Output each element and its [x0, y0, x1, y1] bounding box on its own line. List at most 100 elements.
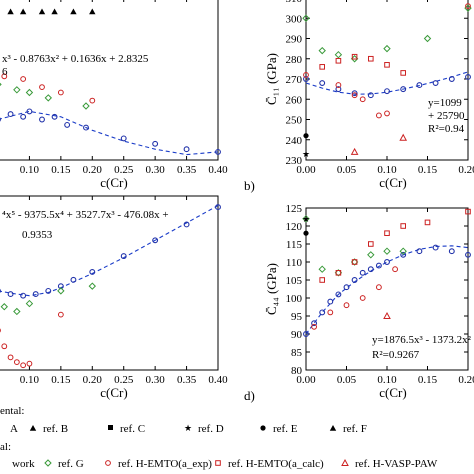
data-point — [335, 86, 342, 93]
series-ref-e — [303, 133, 309, 139]
legend: ental: A ref. B ref. C ★ ref. D ref. E ref. F al… — [0, 405, 438, 470]
data-point — [367, 92, 374, 99]
data-point — [465, 208, 471, 215]
data-point — [215, 148, 221, 155]
x-axis-label: c(Cr) — [379, 175, 406, 190]
legend-marker — [44, 459, 52, 467]
series-ref-b: ★ — [302, 214, 310, 224]
data-point — [302, 215, 310, 223]
data-point: ★ — [302, 214, 310, 224]
data-point — [20, 76, 27, 82]
panel-a: 0.10 0.15 0.20 0.25 0.30 0.35 0.40 c(Cr) x³ - 0.… — [0, 0, 228, 190]
data-point — [70, 276, 77, 283]
data-point — [13, 359, 20, 365]
series-ref-g — [0, 82, 90, 110]
data-point — [302, 14, 310, 22]
series-ref-e — [303, 230, 309, 236]
legend-theoretical-heading: al: — [0, 441, 11, 453]
series-ref-h-emto-a-calc- — [319, 208, 471, 283]
x-axis-label: c(Cr) — [100, 175, 127, 190]
data-point — [424, 219, 431, 226]
data-point — [120, 135, 127, 142]
plot-frame — [0, 0, 219, 161]
data-point — [88, 282, 96, 290]
fit-curve — [0, 110, 219, 156]
y-axis-label: C̄₁₁ (GPa) — [264, 53, 279, 105]
fit-equation: x³ - 0.8763x² + 0.1636x + 2.8325 — [2, 53, 149, 65]
data-point — [0, 303, 8, 311]
series-ref-h-vasp-paw — [383, 311, 391, 319]
x-tick-label: 0.15 — [51, 374, 71, 386]
data-point — [368, 55, 374, 62]
data-point — [64, 121, 71, 128]
data-point — [1, 73, 8, 80]
y-tick-label: 310 — [286, 0, 303, 5]
data-point — [384, 259, 390, 265]
legend-marker: ★ — [184, 423, 192, 433]
data-point — [334, 50, 343, 59]
y-tick-label: 110 — [286, 257, 303, 269]
legend-marker — [105, 460, 111, 466]
legend-marker — [341, 458, 349, 466]
data-point — [432, 80, 439, 87]
fit-r2: 0.9353 — [22, 229, 53, 241]
data-point — [400, 70, 406, 76]
legend-label: ref. H-EMTO(a_calc) — [228, 458, 324, 470]
data-point — [318, 265, 326, 273]
data-point — [375, 262, 382, 269]
data-point — [44, 94, 52, 102]
data-point — [19, 8, 27, 15]
data-point — [392, 266, 399, 273]
legend-label: ref. E — [273, 423, 298, 435]
data-point — [89, 268, 96, 275]
data-point — [32, 291, 39, 298]
data-point — [7, 354, 14, 361]
data-point — [303, 76, 309, 82]
data-point — [432, 244, 439, 251]
x-axis-label: c(Cr) — [100, 385, 127, 400]
x-tick-label: 0.10 — [377, 374, 397, 386]
data-point — [376, 112, 382, 119]
data-point — [13, 86, 21, 94]
data-point — [319, 277, 325, 283]
y-tick-label: 290 — [286, 34, 303, 46]
series-ref-h-emto-a-calc- — [1, 73, 96, 104]
y-tick-label: 100 — [286, 293, 303, 305]
data-point — [25, 88, 34, 97]
x-tick-label: 0.20 — [458, 374, 474, 386]
x-tick-label: 0.05 — [337, 164, 357, 176]
data-point — [319, 80, 326, 87]
data-point — [367, 266, 374, 273]
data-point — [368, 241, 374, 247]
data-point — [351, 53, 358, 60]
x-tick-label: 0.20 — [83, 374, 103, 386]
legend-label: ref. H-VASP-PAW — [355, 458, 438, 470]
legend-label: ref. F — [343, 423, 367, 435]
legend-marker — [29, 425, 37, 431]
legend-label: ref. C — [120, 423, 145, 435]
legend-marker — [108, 425, 113, 430]
series-work — [0, 108, 221, 155]
data-point — [20, 113, 27, 120]
legend-label: A — [10, 423, 18, 435]
data-point — [400, 223, 406, 229]
data-point — [351, 92, 358, 99]
y-tick-label: 280 — [286, 54, 303, 66]
data-point — [384, 88, 390, 95]
y-tick-label: 95 — [291, 311, 303, 323]
panel-c: 0.10 0.15 0.20 0.25 0.30 0.35 0.40 c(Cr) ⁴x⁵ - 9… — [0, 195, 228, 400]
data-point — [183, 146, 190, 153]
fit-r2: R²=0.9267 — [372, 349, 420, 361]
fit-curve — [305, 245, 469, 335]
data-point — [384, 110, 390, 117]
data-point — [359, 96, 366, 103]
fit-equation: y=1099 — [428, 97, 462, 109]
data-point — [335, 57, 342, 64]
series-ref-g — [0, 282, 96, 316]
fit-equation-cont: + 25790 — [428, 110, 465, 122]
y-tick-label: 125 — [286, 203, 303, 215]
data-point — [448, 76, 455, 82]
data-point — [7, 291, 14, 298]
y-tick-label: 85 — [291, 347, 303, 359]
data-point — [327, 298, 334, 305]
